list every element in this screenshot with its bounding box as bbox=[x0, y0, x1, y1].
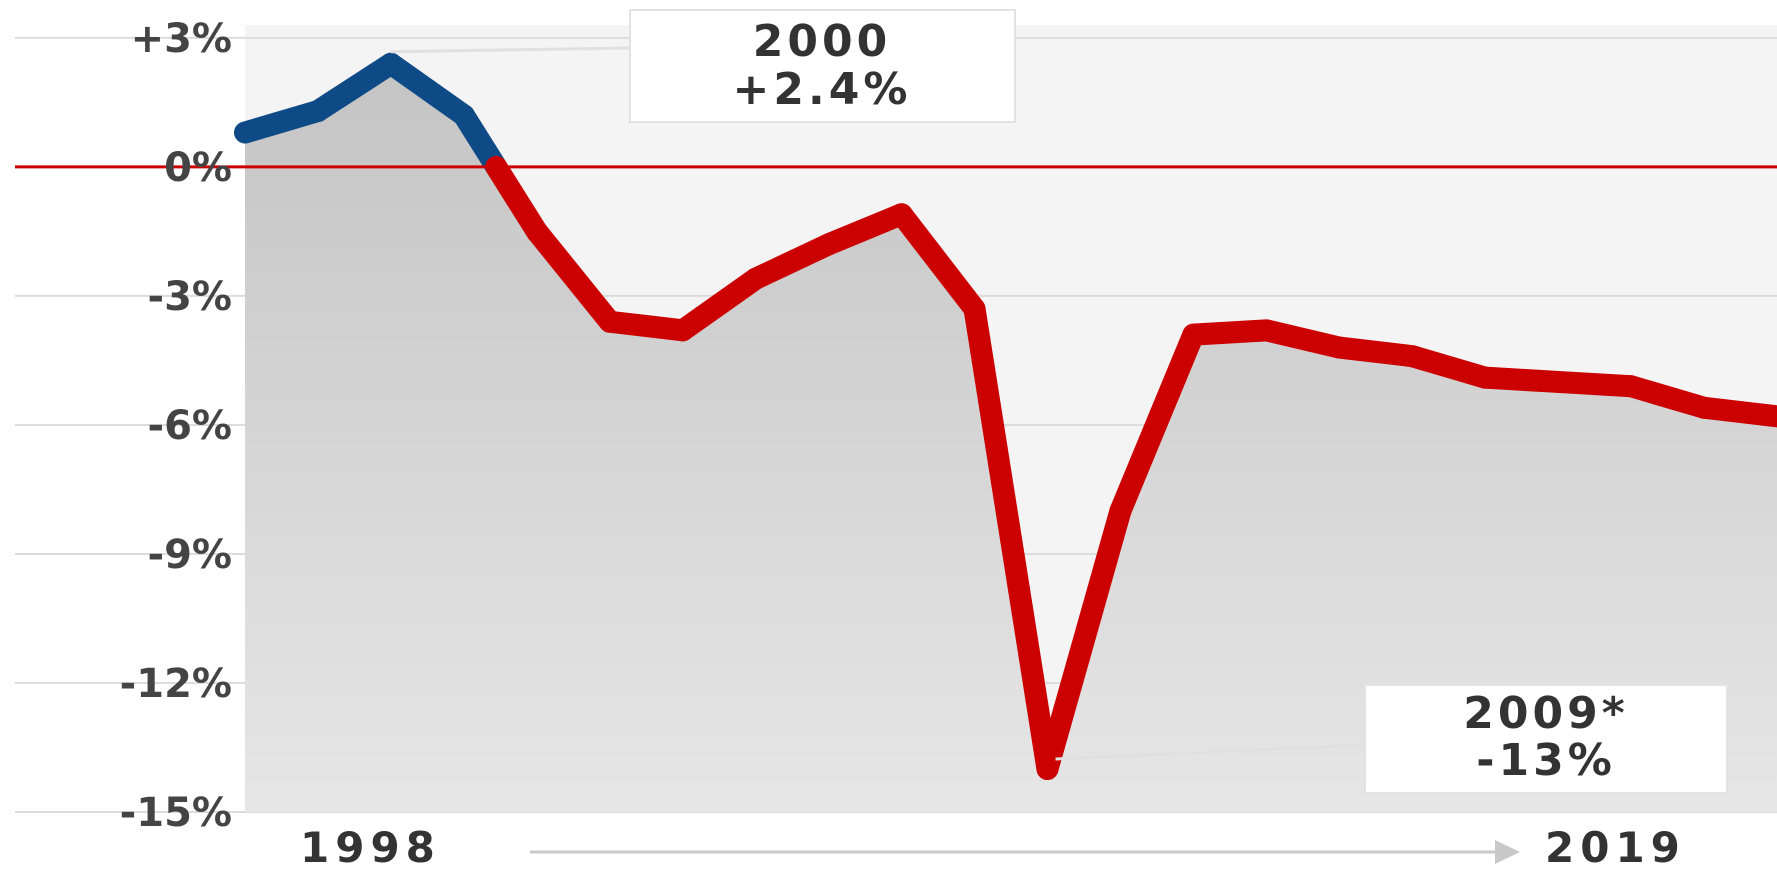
series-line-segment bbox=[379, 52, 475, 127]
annotation-2009: 2009* -13% bbox=[1055, 684, 1728, 794]
y-tick-label: -12% bbox=[120, 661, 232, 707]
series-line-segment bbox=[234, 100, 329, 144]
annotation-box-2000 bbox=[629, 9, 1016, 123]
series-line-segment bbox=[963, 297, 1059, 780]
x-start-label: 1998 bbox=[300, 823, 441, 872]
annotation-leader-2000 bbox=[390, 46, 631, 54]
area-fill bbox=[245, 63, 1777, 813]
annotation-value-2000: +2.4% bbox=[733, 64, 912, 115]
series-line-segment bbox=[1182, 319, 1278, 346]
series-line-segment bbox=[306, 52, 402, 123]
y-tick-label: +3% bbox=[131, 16, 232, 62]
y-tick-label: -9% bbox=[147, 532, 232, 578]
x-axis: 1998 2019 bbox=[300, 823, 1686, 872]
series-line-segment bbox=[671, 267, 767, 342]
series-line-segment bbox=[744, 233, 840, 290]
series-line-segment bbox=[485, 155, 548, 243]
annotation-year-2009: 2009* bbox=[1463, 688, 1628, 739]
annotation-box-2009 bbox=[1364, 684, 1728, 794]
series-line-segment bbox=[1036, 499, 1132, 780]
series-line-segment bbox=[1474, 366, 1570, 393]
x-end-label: 2019 bbox=[1545, 823, 1686, 872]
y-tick-label: -6% bbox=[147, 403, 232, 449]
series-line-segment bbox=[1401, 345, 1497, 389]
y-tick-label: -15% bbox=[120, 790, 232, 836]
annotation-leader-2009 bbox=[1055, 743, 1366, 761]
annotations: 2000 +2.4% 2009* -13% bbox=[390, 9, 1728, 794]
annotation-year-2000: 2000 bbox=[753, 16, 891, 67]
series-line-segment bbox=[598, 310, 694, 342]
annotation-2000: 2000 +2.4% bbox=[390, 9, 1016, 123]
y-axis-ticks: +3% 0% -3% -6% -9% -12% -15% bbox=[120, 16, 232, 836]
y-tick-label: 0% bbox=[164, 145, 232, 191]
series-line-segment bbox=[1328, 336, 1424, 368]
y-tick-label: -3% bbox=[147, 274, 232, 320]
series-line-segment bbox=[1109, 323, 1205, 522]
series-line-segment bbox=[1620, 375, 1716, 419]
series-lines bbox=[234, 52, 1777, 780]
series-line-segment bbox=[1255, 319, 1351, 359]
series-line-segment bbox=[1693, 396, 1777, 428]
series-line-segment bbox=[1547, 370, 1643, 398]
series-line-segment bbox=[817, 203, 913, 256]
x-axis-arrow-icon bbox=[1495, 840, 1520, 864]
annotation-value-2009: -13% bbox=[1476, 735, 1616, 786]
series-line-segment bbox=[890, 203, 986, 320]
series-line-segment bbox=[525, 220, 621, 333]
